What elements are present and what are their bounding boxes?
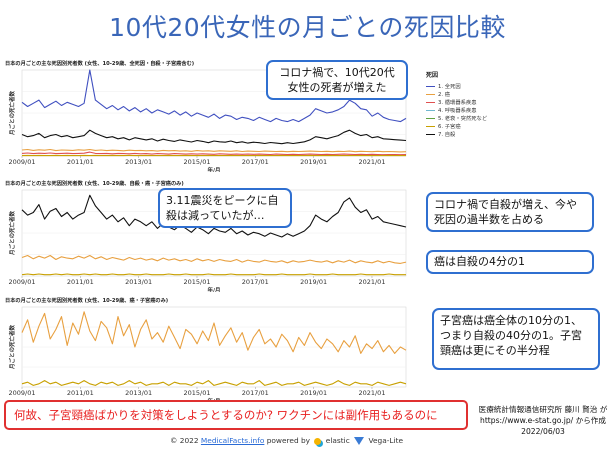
- x-tick-label: 2017/01: [242, 158, 269, 166]
- legend-swatch: [426, 93, 435, 96]
- series-line: [21, 273, 406, 276]
- legend-label: 3. 循環器系疾患: [438, 100, 477, 106]
- footer-site-link[interactable]: MedicalFacts.info: [200, 436, 265, 445]
- legend-swatch: [426, 109, 435, 112]
- callout-cancer-ratio: 癌は自殺の4分の1: [426, 250, 594, 274]
- y-axis-label: 月ごとの死亡者数: [8, 325, 16, 370]
- legend-item: 5. 老衰・突然死など: [426, 114, 488, 122]
- chart-panel-3: 2009/01 2011/01 2013/01 2015/01 2017/01 2019/…: [8, 306, 407, 401]
- x-tick-label: 2015/01: [183, 278, 210, 286]
- footer: © 2022 MedicalFacts.info powered by elas…: [170, 436, 470, 445]
- x-tick-label: 2013/01: [125, 278, 152, 286]
- legend: 死因 1. 全死因 2. 癌 3. 循環器系疾患 4. 呼吸器系疾患 5. 老衰・突然死…: [426, 70, 506, 140]
- callout-uterine: 子宮癌は癌全体の10分の1、つまり自殺の40分の1。子宮頸癌は更にその半分程: [432, 308, 600, 370]
- x-tick-label: 2017/01: [242, 389, 269, 397]
- series-line: [21, 254, 407, 264]
- legend-label: 5. 老衰・突然死など: [438, 116, 488, 122]
- legend-label: 1. 全死因: [438, 84, 461, 90]
- x-tick-label: 2017/01: [242, 278, 269, 286]
- callout-corona-suicide: コロナ禍で自殺が増え、今や死因の過半数を占める: [426, 192, 594, 232]
- x-tick-label: 2019/01: [300, 158, 327, 166]
- legend-item: 6. 子宮癌: [426, 122, 461, 130]
- warning-banner: 何故、子宮頸癌ばかりを対策をしようとするのか? ワクチンには副作用もあるのに: [4, 400, 468, 430]
- callout-quake: 3.11震災をピークに自殺は減っていたが…: [158, 188, 292, 228]
- legend-label: 7. 自殺: [438, 132, 456, 138]
- x-tick-label: 2015/01: [183, 158, 210, 166]
- x-tick-label: 2019/01: [300, 389, 327, 397]
- x-tick-label: 2021/01: [358, 278, 385, 286]
- x-tick-label: 2019/01: [300, 278, 327, 286]
- footer-elastic: elastic: [325, 436, 350, 445]
- credit-date: 2022/06/03: [521, 427, 565, 436]
- legend-swatch: [426, 117, 435, 120]
- x-tick-label: 2021/01: [358, 158, 385, 166]
- series-line: [21, 151, 407, 156]
- series-line: [21, 380, 407, 386]
- callout-corona-deaths: コロナ禍で、10代20代女性の死者が増えた: [266, 60, 408, 100]
- panel1-title: 日本の月ごとの主な死因別死者数 (女性、10-29歳、全死因・自殺・子宮癌含む): [5, 61, 195, 67]
- legend-swatch: [426, 133, 435, 136]
- legend-title: 死因: [426, 72, 439, 79]
- x-axis-label: 年/月: [207, 166, 220, 172]
- x-tick-label: 2009/01: [8, 158, 35, 166]
- legend-swatch: [426, 101, 435, 104]
- legend-label: 4. 呼吸器系疾患: [438, 108, 477, 114]
- legend-swatch: [426, 85, 435, 88]
- vega-lite-logo-icon: [354, 437, 365, 445]
- x-tick-label: 2013/01: [125, 389, 152, 397]
- x-tick-label: 2011/01: [67, 389, 94, 397]
- x-tick-label: 2021/01: [358, 389, 385, 397]
- y-axis-label: 月ごとの死亡者数: [8, 91, 16, 136]
- y-axis-label: 月ごとの死亡者数: [8, 211, 16, 256]
- legend-item: 7. 自殺: [426, 130, 456, 138]
- series-line: [21, 194, 407, 238]
- x-tick-label: 2015/01: [183, 389, 210, 397]
- panel2-title: 日本の月ごとの主な死因別死者数 (女性、10-29歳、自殺・癌・子宮癌のみ): [5, 181, 184, 187]
- x-tick-label: 2011/01: [67, 278, 94, 286]
- legend-label: 2. 癌: [438, 92, 451, 98]
- legend-item: 3. 循環器系疾患: [426, 98, 477, 106]
- credit-block: 医療統計情報通信研究所 藤川 賢治 が https://www.e-stat.g…: [474, 404, 612, 437]
- series-line: [21, 129, 407, 145]
- legend-item: 4. 呼吸器系疾患: [426, 106, 477, 114]
- legend-item: 2. 癌: [426, 90, 451, 98]
- footer-copyright: © 2022: [170, 436, 199, 445]
- x-axis-label: 年/月: [207, 286, 220, 292]
- x-tick-label: 2011/01: [67, 158, 94, 166]
- legend-label: 6. 子宮癌: [438, 124, 461, 130]
- legend-item: 1. 全死因: [426, 82, 461, 90]
- panel3-title: 日本の月ごとの主な死因別死者数 (女性、10-29歳、癌・子宮癌のみ): [5, 298, 169, 304]
- credit-author: 医療統計情報通信研究所 藤川 賢治 が: [478, 405, 608, 414]
- page-title: 10代20代女性の月ごとの死因比較: [109, 13, 506, 42]
- footer-powered: powered by: [266, 436, 311, 445]
- elastic-logo-icon: [314, 437, 322, 445]
- credit-source: https://www.e-stat.go.jp/ から作成: [480, 416, 606, 425]
- legend-swatch: [426, 125, 435, 128]
- footer-vega: Vega-Lite: [368, 436, 404, 445]
- series-line: [21, 69, 407, 123]
- series-line: [21, 311, 407, 354]
- x-tick-label: 2013/01: [125, 158, 152, 166]
- x-tick-label: 2009/01: [8, 389, 35, 397]
- series-line: [21, 148, 407, 153]
- x-tick-label: 2009/01: [8, 278, 35, 286]
- x-axis-label: 年/月: [207, 397, 220, 401]
